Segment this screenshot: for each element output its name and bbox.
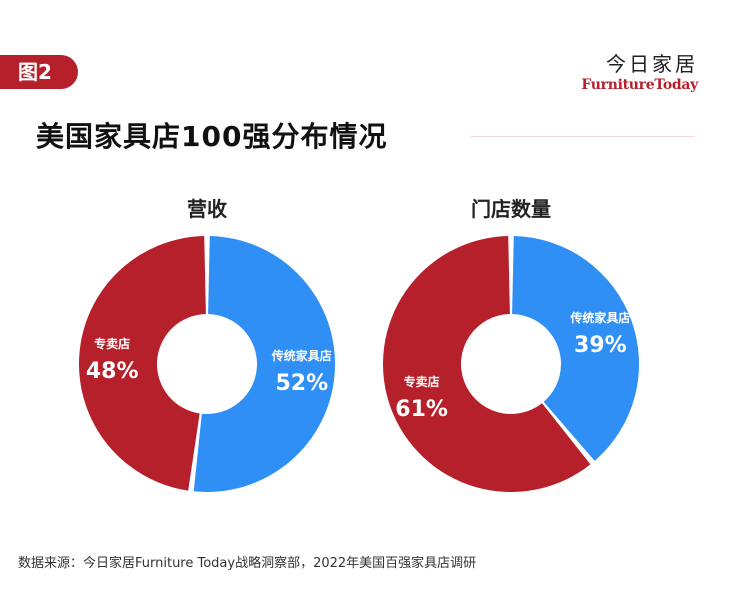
brand-logo: 今日家居 FurnitureToday <box>581 52 698 94</box>
donut-slice-revenue-1 <box>78 236 206 491</box>
chart-title-stores: 门店数量 <box>471 197 551 221</box>
slice-value-revenue-0: 52% <box>275 371 328 396</box>
slice-label-revenue-0: 传统家具店 <box>271 348 332 363</box>
donut-slice-stores-0 <box>512 236 639 461</box>
slice-value-stores-0: 39% <box>574 333 627 358</box>
slice-value-stores-1: 61% <box>395 397 448 422</box>
slice-label-stores-1: 专卖店 <box>404 374 440 389</box>
page-title: 美国家具店100强分布情况 <box>36 120 388 153</box>
chart-title-revenue: 营收 <box>187 197 227 221</box>
figure-tag: 图2 <box>0 55 78 89</box>
slice-label-revenue-1: 专卖店 <box>94 336 130 351</box>
slice-value-revenue-1: 48% <box>86 359 139 384</box>
source-note: 数据来源：今日家居Furniture Today战略洞察部，2022年美国百强家… <box>18 556 477 571</box>
brand-name-en: FurnitureToday <box>581 77 698 93</box>
title-divider <box>470 136 695 137</box>
donut-slice-revenue-0 <box>193 236 335 492</box>
donut-slice-stores-1 <box>383 236 591 492</box>
brand-name-cn: 今日家居 <box>606 52 698 76</box>
slice-label-stores-0: 传统家具店 <box>569 310 630 325</box>
